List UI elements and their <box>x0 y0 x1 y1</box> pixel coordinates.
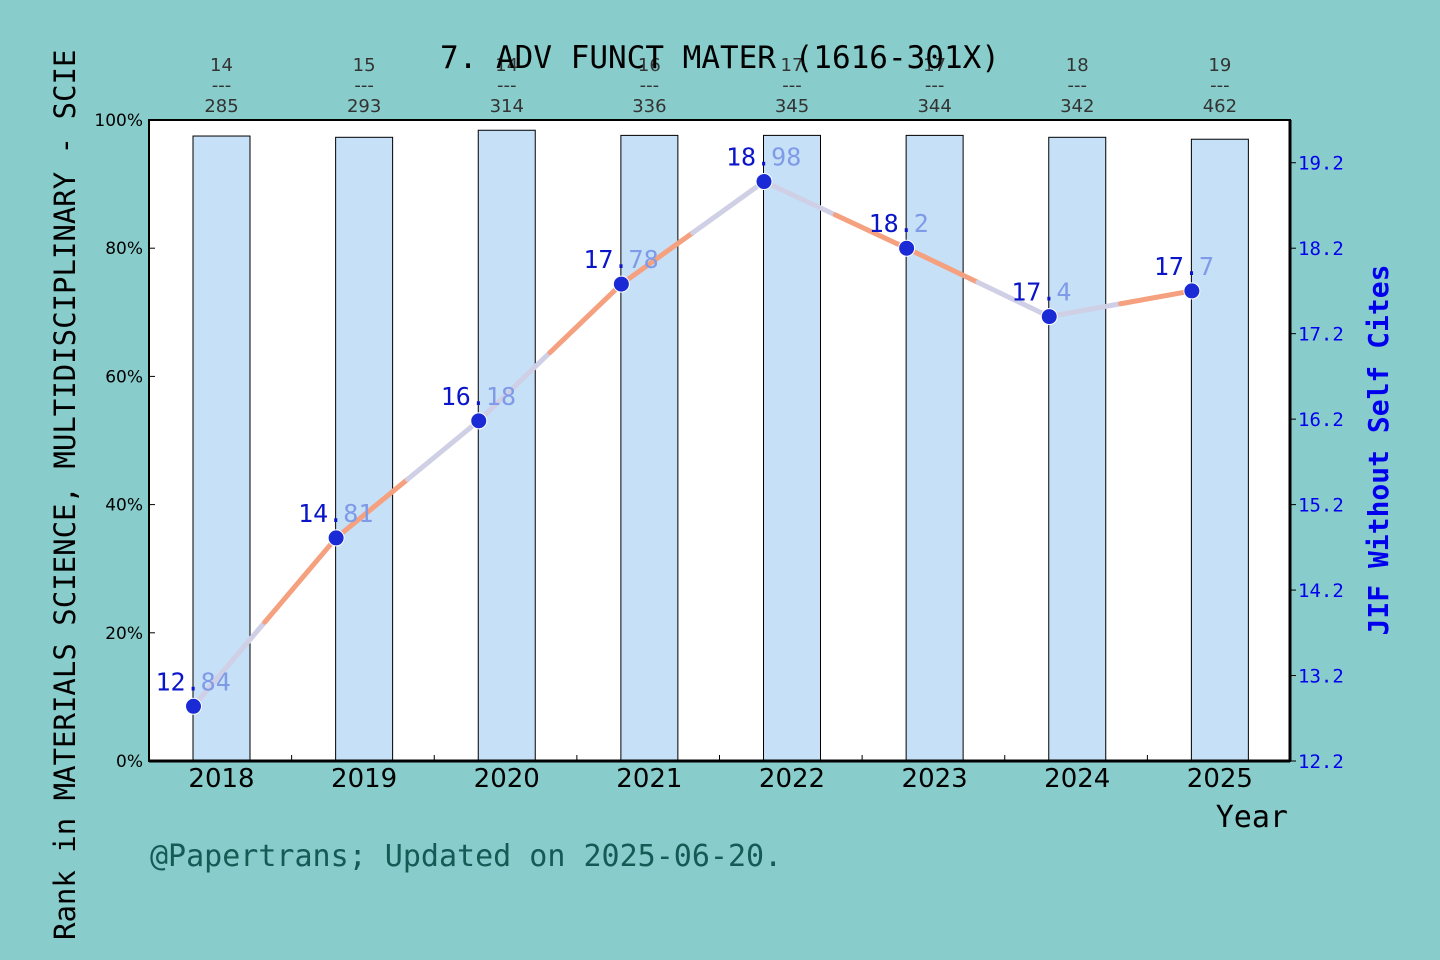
line-segment-2-a <box>476 349 553 424</box>
line-segment-0-a <box>191 619 268 709</box>
bar-2018 <box>192 135 251 762</box>
right-tick-label-5: 17.2 <box>1298 324 1344 346</box>
line-segment-0-b <box>262 535 339 625</box>
bar-2020 <box>477 129 536 762</box>
rank-total-2025: 462 <box>1203 96 1237 117</box>
rank-position-2023: 17 <box>923 55 946 76</box>
line-segment-3-a <box>618 230 696 287</box>
rank-position-2024: 18 <box>1066 55 1089 76</box>
point-2023 <box>898 239 916 257</box>
line-segment-4-a <box>761 179 838 218</box>
line-segment-5-a <box>904 245 981 285</box>
bars-layer <box>192 129 1249 762</box>
point-2020 <box>470 412 488 430</box>
left-tick-label-1: 20% <box>105 624 143 644</box>
left-tick-label-0: 0% <box>116 752 143 772</box>
rank-labels-layer: 14---28515---29314---31416---33617---345… <box>204 55 1237 117</box>
y-axis-left-label: Rank in MATERIALS SCIENCE, MULTIDISCIPLI… <box>48 50 82 940</box>
bar-2021 <box>620 134 679 762</box>
value-label-2024: 17.4 <box>1011 278 1071 307</box>
rank-separator-2021: --- <box>640 75 660 96</box>
x-axis: 2018 2019 2020 2021 2022 2023 2024 2025 <box>188 755 1253 794</box>
x-tick-label-2020: 2020 <box>474 764 540 794</box>
bar-2025 <box>1190 138 1249 762</box>
left-tick-label-3: 60% <box>105 367 143 387</box>
right-tick-label-0: 12.2 <box>1298 751 1344 773</box>
x-tick-label-2025: 2025 <box>1187 764 1253 794</box>
left-tick-label-4: 80% <box>105 239 143 259</box>
rank-position-2018: 14 <box>210 55 233 76</box>
value-label-2018: 12.84 <box>156 667 231 696</box>
right-tick-label-1: 13.2 <box>1298 666 1344 688</box>
line-segment-1-b <box>404 418 482 482</box>
bar-2019 <box>335 136 394 762</box>
bar-2022 <box>763 134 821 762</box>
left-axis: 0% 20% 40% 60% 80% 100% <box>94 111 155 772</box>
rank-total-2022: 345 <box>775 96 809 117</box>
x-axis-label: Year <box>1216 800 1288 835</box>
x-tick-label-2019: 2019 <box>331 764 397 794</box>
rank-separator-2023: --- <box>925 75 945 96</box>
rank-position-2025: 19 <box>1208 55 1231 76</box>
point-2018 <box>185 697 202 715</box>
rank-position-2021: 16 <box>638 55 661 76</box>
right-axis: 12.2 13.2 14.2 15.2 16.2 17.2 18.2 19.2 <box>1290 153 1344 773</box>
point-2024 <box>1040 308 1058 326</box>
rank-total-2024: 342 <box>1060 96 1094 117</box>
footer-note: @Papertrans; Updated on 2025-06-20. <box>150 839 782 874</box>
y-axis-right-label: JIF Without Self Cites <box>1362 265 1395 636</box>
value-label-2025: 17.7 <box>1154 252 1214 281</box>
point-2025 <box>1183 282 1201 300</box>
left-tick-label-5: 100% <box>94 111 143 131</box>
point-2021 <box>612 275 630 293</box>
x-tick-label-2018: 2018 <box>188 764 254 794</box>
point-2019 <box>327 529 345 547</box>
rank-separator-2018: --- <box>212 75 232 96</box>
rank-separator-2020: --- <box>497 75 517 96</box>
line-segment-2-b <box>547 281 624 355</box>
rank-separator-2019: --- <box>354 75 374 96</box>
rank-position-2022: 17 <box>781 55 804 76</box>
rank-separator-2024: --- <box>1068 75 1088 96</box>
line-layer <box>191 179 1195 709</box>
right-tick-label-6: 18.2 <box>1298 238 1344 260</box>
right-tick-label-7: 19.2 <box>1298 153 1344 175</box>
rank-total-2018: 285 <box>204 96 238 117</box>
right-tick-label-3: 15.2 <box>1298 495 1344 517</box>
rank-total-2019: 293 <box>347 96 381 117</box>
value-label-2019: 14.81 <box>298 499 373 528</box>
points-layer <box>185 173 1201 715</box>
rank-position-2020: 14 <box>495 55 518 76</box>
rank-total-2023: 344 <box>917 96 951 117</box>
line-segment-6-b <box>1118 288 1195 307</box>
rank-position-2019: 15 <box>353 55 376 76</box>
right-tick-label-4: 16.2 <box>1298 409 1344 431</box>
rank-total-2021: 336 <box>632 96 666 117</box>
value-label-2023: 18.2 <box>869 209 929 238</box>
rank-separator-2025: --- <box>1210 75 1230 96</box>
chart-title: 7. ADV FUNCT MATER (1616-301X) <box>440 40 1000 76</box>
x-tick-label-2022: 2022 <box>759 764 825 794</box>
left-tick-label-2: 40% <box>105 496 143 516</box>
x-tick-label-2023: 2023 <box>902 764 968 794</box>
bar-2023 <box>905 134 964 762</box>
rank-separator-2022: --- <box>782 75 802 96</box>
value-labels-layer: 12.84 14.81 16.18 17.78 18.98 18.2 17.4 17.7 <box>156 143 1215 697</box>
x-tick-label-2024: 2024 <box>1044 764 1110 794</box>
value-label-2021: 17.78 <box>583 245 658 274</box>
x-tick-label-2021: 2021 <box>616 764 682 794</box>
line-segment-1-a <box>333 476 410 541</box>
line-segment-6-a <box>1046 301 1124 320</box>
value-label-2022: 18.98 <box>726 143 801 172</box>
rank-total-2020: 314 <box>490 96 524 117</box>
point-2022 <box>755 173 773 191</box>
bar-2024 <box>1048 136 1107 762</box>
line-segment-5-b <box>975 279 1052 320</box>
value-label-2020: 16.18 <box>441 382 516 411</box>
line-segment-4-b <box>832 212 910 251</box>
line-segment-3-b <box>690 179 767 236</box>
right-tick-label-2: 14.2 <box>1298 580 1344 602</box>
